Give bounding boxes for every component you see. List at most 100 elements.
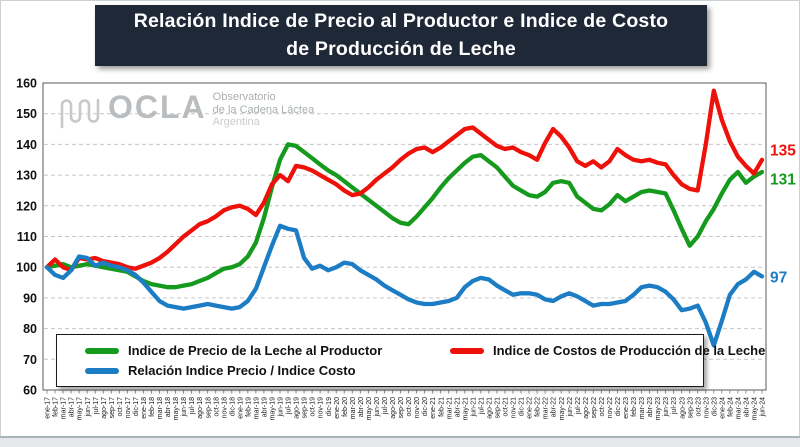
x-axis-label-feb-24: feb-24 bbox=[727, 397, 734, 417]
x-axis-label-dic-18: dic-18 bbox=[229, 397, 236, 416]
x-axis-label-ago-18: ago-18 bbox=[197, 397, 204, 419]
x-axis-label-abr-23: abr-23 bbox=[647, 397, 654, 417]
y-axis-label-90: 90 bbox=[23, 291, 37, 305]
x-axis-label-ene-20: ene-20 bbox=[334, 397, 341, 419]
x-axis-label-sep-18: sep-18 bbox=[205, 397, 212, 419]
legend-marker-icon bbox=[450, 347, 484, 354]
x-axis-label-ene-17: ene-17 bbox=[45, 397, 52, 419]
y-axis-label-110: 110 bbox=[17, 230, 37, 244]
x-axis-label-nov-19: nov-19 bbox=[318, 397, 325, 419]
x-axis-label-mar-21: mar-21 bbox=[446, 397, 453, 419]
x-axis-label-nov-18: nov-18 bbox=[221, 397, 228, 419]
x-axis-label-ago-22: ago-22 bbox=[583, 397, 590, 419]
x-axis-label-oct-20: oct-20 bbox=[406, 397, 413, 417]
x-axis-label-mar-19: mar-19 bbox=[253, 397, 260, 419]
end-value-label-97: 97 bbox=[770, 269, 787, 286]
chart-title-line2: de Producción de Leche bbox=[286, 38, 516, 60]
x-axis-label-ene-18: ene-18 bbox=[141, 397, 148, 419]
x-axis-label-mar-17: mar-17 bbox=[61, 397, 68, 419]
y-axis-label-140: 140 bbox=[16, 138, 37, 152]
x-axis-label-oct-17: oct-17 bbox=[117, 397, 124, 417]
series-line-indice-de-precio-de-la-leche-al-productor bbox=[44, 142, 765, 290]
x-axis-label-may-22: may-22 bbox=[559, 397, 566, 420]
x-axis-label-feb-23: feb-23 bbox=[631, 397, 638, 417]
x-axis-label-jun-19: jun-19 bbox=[278, 397, 285, 418]
x-axis-label-jul-22: jul-22 bbox=[575, 397, 582, 415]
x-axis-label-jun-23: jun-23 bbox=[663, 397, 670, 418]
x-axis-label-dic-20: dic-20 bbox=[422, 397, 429, 416]
x-axis-label-sep-19: sep-19 bbox=[302, 397, 309, 419]
legend-marker-icon bbox=[85, 347, 119, 354]
x-axis-label-nov-17: nov-17 bbox=[125, 397, 132, 419]
x-axis-label-dic-22: dic-22 bbox=[615, 397, 622, 416]
chart-title-line1: Relación Indice de Precio al Productor e… bbox=[133, 10, 669, 32]
x-axis-label-dic-23: dic-23 bbox=[711, 397, 718, 416]
x-axis-label-oct-22: oct-22 bbox=[599, 397, 606, 417]
x-axis-label-sep-21: sep-21 bbox=[494, 397, 501, 419]
x-axis-label-ago-23: ago-23 bbox=[679, 397, 686, 419]
x-axis-label-ene-24: ene-24 bbox=[719, 397, 726, 419]
x-axis-label-sep-20: sep-20 bbox=[398, 397, 405, 419]
x-axis-label-sep-17: sep-17 bbox=[109, 397, 116, 419]
x-axis-label-abr-20: abr-20 bbox=[358, 397, 365, 417]
x-axis-label-oct-21: oct-21 bbox=[503, 397, 510, 417]
x-axis-label-nov-20: nov-20 bbox=[414, 397, 421, 419]
x-axis-label-abr-24: abr-24 bbox=[744, 397, 751, 417]
x-axis-label-jun-17: jun-17 bbox=[85, 397, 92, 418]
x-axis-label-may-17: may-17 bbox=[77, 397, 84, 420]
x-axis-label-abr-17: abr-17 bbox=[69, 397, 76, 417]
x-axis-label-jun-22: jun-22 bbox=[567, 397, 574, 418]
x-axis-label-oct-18: oct-18 bbox=[213, 397, 220, 417]
legend-label: Indice de Precio de la Leche al Producto… bbox=[128, 343, 383, 358]
end-value-label-135: 135 bbox=[770, 143, 796, 160]
x-axis-label-mar-18: mar-18 bbox=[157, 397, 164, 419]
legend-marker-icon bbox=[85, 367, 119, 374]
x-axis-label-oct-23: oct-23 bbox=[695, 397, 702, 417]
legend-item-2: Relación Indice Precio / Indice Costo bbox=[85, 363, 450, 378]
x-axis-label-abr-19: abr-19 bbox=[262, 397, 269, 417]
y-axis-label-100: 100 bbox=[16, 261, 37, 275]
x-axis-label-ene-22: ene-22 bbox=[527, 397, 534, 419]
x-axis-label-jul-18: jul-18 bbox=[189, 397, 196, 415]
y-axis-label-160: 160 bbox=[16, 77, 37, 91]
y-axis-label-130: 130 bbox=[16, 169, 37, 183]
x-axis-label-feb-22: feb-22 bbox=[535, 397, 542, 417]
x-axis-label-may-21: may-21 bbox=[462, 397, 469, 420]
x-axis-label-jun-24: jun-24 bbox=[760, 397, 767, 418]
x-axis-label-nov-21: nov-21 bbox=[511, 397, 518, 419]
x-axis-label-may-20: may-20 bbox=[366, 397, 373, 420]
x-axis-label-abr-18: abr-18 bbox=[165, 397, 172, 417]
y-axis-label-150: 150 bbox=[16, 107, 37, 121]
x-axis-label-dic-17: dic-17 bbox=[133, 397, 140, 416]
x-axis-label-feb-17: feb-17 bbox=[53, 397, 60, 417]
x-axis-label-ago-20: ago-20 bbox=[390, 397, 397, 419]
x-axis-label-jul-21: jul-21 bbox=[478, 397, 485, 415]
y-axis-label-60: 60 bbox=[23, 384, 37, 398]
x-axis-label-may-18: may-18 bbox=[173, 397, 180, 420]
x-axis-label-jul-17: jul-17 bbox=[93, 397, 100, 415]
x-axis-label-feb-19: feb-19 bbox=[245, 397, 252, 417]
x-axis-label-nov-22: nov-22 bbox=[607, 397, 614, 419]
x-axis-label-ago-21: ago-21 bbox=[486, 397, 493, 419]
x-axis-label-may-24: may-24 bbox=[752, 397, 759, 420]
x-axis-label-dic-19: dic-19 bbox=[326, 397, 333, 416]
x-axis-label-ago-17: ago-17 bbox=[101, 397, 108, 419]
x-axis-label-sep-22: sep-22 bbox=[591, 397, 598, 419]
x-axis-label-abr-22: abr-22 bbox=[551, 397, 558, 417]
series-line-relación-indice-precio-/-indice-costo bbox=[44, 223, 765, 348]
x-axis-label-dic-21: dic-21 bbox=[519, 397, 526, 416]
x-axis-label-ene-21: ene-21 bbox=[430, 397, 437, 419]
x-axis-label-mar-23: mar-23 bbox=[639, 397, 646, 419]
x-axis-label-jun-20: jun-20 bbox=[374, 397, 381, 418]
legend-label: Indice de Costos de Producción de la Lec… bbox=[493, 343, 766, 358]
x-axis-label-oct-19: oct-19 bbox=[310, 397, 317, 417]
series-line-indice-de-costos-de-producción-de-la-leche bbox=[44, 88, 765, 273]
y-axis-label-80: 80 bbox=[23, 322, 37, 336]
x-axis-label-jul-20: jul-20 bbox=[382, 397, 389, 415]
end-value-label-131: 131 bbox=[770, 172, 796, 189]
x-axis-label-feb-20: feb-20 bbox=[342, 397, 349, 417]
x-axis-label-nov-23: nov-23 bbox=[703, 397, 710, 419]
legend-item-1: Indice de Costos de Producción de la Lec… bbox=[450, 343, 765, 358]
x-axis-label-ene-19: ene-19 bbox=[237, 397, 244, 419]
